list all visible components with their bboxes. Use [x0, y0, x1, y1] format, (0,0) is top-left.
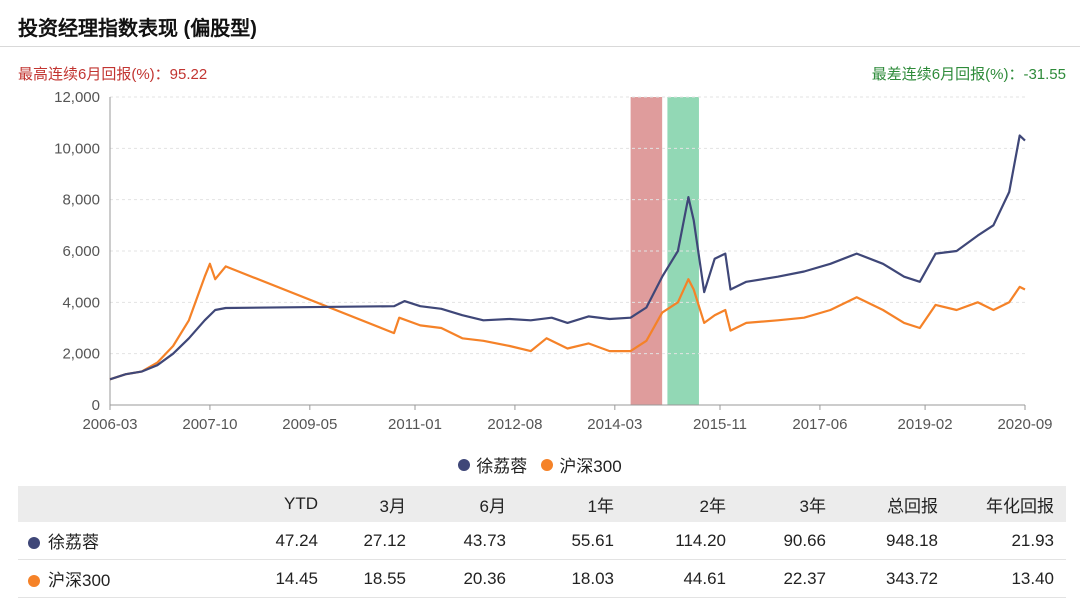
line-chart: 0 2,000 4,000 6,000 8,000 10,000 12,000 2006-0…	[54, 89, 1053, 433]
best-6m-value: 95.22	[169, 66, 208, 83]
y-axis: 0 2,000 4,000 6,000 8,000 10,000 12,000	[54, 89, 111, 414]
header-name	[18, 486, 198, 522]
table-row: 沪深300 14.45 18.55 20.36 18.03 44.61 22.3…	[18, 559, 1066, 598]
x-tick-label: 2015-11	[693, 416, 747, 433]
cell-annualized-return: 21.93	[950, 522, 1066, 560]
worst-6m-label: 最差连续6月回报(%)：	[871, 66, 1024, 83]
x-tick-label: 2012-08	[487, 416, 542, 433]
series-line-0	[109, 134, 1026, 381]
cell-total-return: 343.72	[838, 559, 950, 598]
header-3y: 3年	[738, 486, 838, 522]
row-name-cell: 徐荔蓉	[18, 522, 198, 560]
y-tick-label: 10,000	[54, 140, 100, 157]
cell-6m: 20.36	[418, 559, 518, 598]
row-marker	[28, 537, 40, 549]
cell-1y: 55.61	[518, 522, 626, 560]
x-tick-label: 2007-10	[182, 416, 237, 433]
row-name: 沪深300	[48, 571, 111, 590]
header-ytd: YTD	[198, 486, 330, 522]
y-tick-label: 6,000	[62, 243, 100, 260]
cell-3m: 18.55	[330, 559, 418, 598]
table-header-row: YTD 3月 6月 1年 2年 3年 总回报 年化回报	[18, 486, 1066, 522]
chart-grid	[110, 96, 1025, 355]
x-tick-label: 2017-06	[792, 416, 847, 433]
chart-legend: 徐荔蓉 沪深300	[0, 452, 1080, 477]
best-6m-stat: 最高连续6月回报(%)：95.22	[18, 63, 207, 84]
y-tick-label: 2,000	[62, 346, 100, 363]
legend-marker	[541, 458, 554, 471]
worst-6m-stat: 最差连续6月回报(%)：-31.55	[872, 63, 1066, 84]
header-total-return: 总回报	[838, 486, 950, 522]
legend-label: 沪深300	[559, 457, 622, 476]
page-title: 投资经理指数表现 (偏股型)	[18, 18, 257, 40]
cell-2y: 44.61	[626, 559, 738, 598]
y-tick-label: 8,000	[62, 192, 100, 209]
best-6m-label: 最高连续6月回报(%)：	[18, 66, 170, 83]
row-name: 徐荔蓉	[48, 533, 99, 552]
y-tick-label: 0	[92, 397, 100, 414]
cell-annualized-return: 13.40	[950, 559, 1066, 598]
chart-series	[109, 134, 1026, 381]
x-axis: 2006-03 2007-10 2009-05 2011-01 2012-08 2014-…	[82, 404, 1053, 433]
header-1y: 1年	[518, 486, 626, 522]
legend-item-benchmark[interactable]: 沪深300	[541, 452, 622, 477]
header-3m: 3月	[330, 486, 418, 522]
row-marker	[28, 575, 40, 587]
legend-marker	[458, 458, 471, 471]
x-tick-label: 2020-09	[997, 416, 1052, 433]
performance-table: YTD 3月 6月 1年 2年 3年 总回报 年化回报 徐荔蓉 47.24 27…	[18, 486, 1066, 598]
x-tick-label: 2014-03	[587, 416, 642, 433]
y-tick-label: 12,000	[54, 89, 100, 106]
cell-ytd: 14.45	[198, 559, 330, 598]
worst-6m-value: -31.55	[1023, 66, 1066, 83]
x-tick-label: 2009-05	[282, 416, 337, 433]
cell-ytd: 47.24	[198, 522, 330, 560]
series-line-1	[109, 262, 1026, 381]
cell-6m: 43.73	[418, 522, 518, 560]
legend-item-fund-manager[interactable]: 徐荔蓉	[458, 452, 527, 477]
cell-3y: 22.37	[738, 559, 838, 598]
cell-total-return: 948.18	[838, 522, 950, 560]
table-row: 徐荔蓉 47.24 27.12 43.73 55.61 114.20 90.66…	[18, 522, 1066, 560]
header-annualized-return: 年化回报	[950, 486, 1066, 522]
x-tick-label: 2011-01	[388, 416, 442, 433]
row-name-cell: 沪深300	[18, 559, 198, 598]
legend-label: 徐荔蓉	[476, 457, 528, 476]
cell-3m: 27.12	[330, 522, 418, 560]
cell-3y: 90.66	[738, 522, 838, 560]
x-tick-label: 2006-03	[82, 416, 137, 433]
x-tick-label: 2019-02	[898, 416, 953, 433]
header-2y: 2年	[626, 486, 738, 522]
cell-2y: 114.20	[626, 522, 738, 560]
title-divider	[0, 46, 1080, 47]
cell-1y: 18.03	[518, 559, 626, 598]
y-tick-label: 4,000	[62, 294, 100, 311]
header-6m: 6月	[418, 486, 518, 522]
